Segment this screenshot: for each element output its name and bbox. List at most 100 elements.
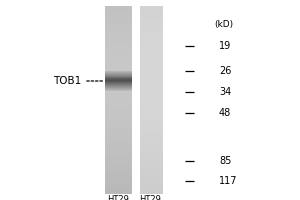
Bar bbox=[140, 80, 163, 81]
Bar bbox=[140, 104, 163, 105]
Bar bbox=[105, 67, 132, 68]
Bar bbox=[140, 163, 163, 164]
Bar bbox=[105, 130, 132, 131]
Bar bbox=[105, 82, 132, 83]
Bar bbox=[105, 121, 132, 122]
Bar bbox=[140, 187, 163, 188]
Bar bbox=[140, 159, 163, 160]
Bar bbox=[105, 11, 132, 12]
Bar bbox=[105, 140, 132, 141]
Bar bbox=[140, 56, 163, 57]
Bar bbox=[105, 10, 132, 11]
Bar bbox=[140, 156, 163, 157]
Bar bbox=[140, 53, 163, 54]
Bar bbox=[105, 27, 132, 28]
Bar bbox=[140, 138, 163, 139]
Bar bbox=[140, 113, 163, 114]
Bar bbox=[105, 30, 132, 31]
Bar bbox=[105, 133, 132, 134]
Bar bbox=[140, 130, 163, 131]
Bar bbox=[140, 71, 163, 72]
Bar bbox=[140, 188, 163, 189]
Bar bbox=[105, 34, 132, 35]
Bar bbox=[140, 139, 163, 140]
Bar bbox=[105, 114, 132, 115]
Bar bbox=[105, 161, 132, 162]
Bar bbox=[140, 42, 163, 43]
Bar bbox=[105, 31, 132, 32]
Bar bbox=[140, 119, 163, 120]
Bar bbox=[105, 12, 132, 13]
Bar bbox=[105, 78, 132, 79]
Bar bbox=[140, 133, 163, 134]
Bar bbox=[140, 93, 163, 94]
Bar bbox=[105, 150, 132, 151]
Bar bbox=[140, 108, 163, 109]
Bar bbox=[105, 159, 132, 160]
Bar bbox=[105, 132, 132, 133]
Bar bbox=[105, 79, 132, 80]
Bar bbox=[105, 8, 132, 9]
Bar bbox=[140, 8, 163, 9]
Bar bbox=[105, 107, 132, 108]
Bar bbox=[105, 190, 132, 191]
Text: 117: 117 bbox=[219, 176, 238, 186]
Bar bbox=[105, 136, 132, 137]
Bar bbox=[140, 94, 163, 95]
Bar bbox=[140, 77, 163, 78]
Bar bbox=[140, 184, 163, 185]
Bar bbox=[140, 75, 163, 76]
Bar bbox=[105, 25, 132, 26]
Bar bbox=[105, 18, 132, 19]
Bar bbox=[105, 85, 132, 86]
Bar bbox=[105, 105, 132, 106]
Bar bbox=[140, 39, 163, 40]
Bar bbox=[105, 53, 132, 54]
Bar bbox=[140, 190, 163, 191]
Bar bbox=[105, 118, 132, 119]
Bar bbox=[140, 25, 163, 26]
Bar bbox=[105, 88, 132, 89]
Bar bbox=[105, 134, 132, 135]
Bar bbox=[140, 55, 163, 56]
Bar bbox=[105, 9, 132, 10]
Bar bbox=[105, 183, 132, 184]
Bar bbox=[105, 55, 132, 56]
Bar bbox=[105, 52, 132, 53]
Bar bbox=[105, 96, 132, 97]
Bar bbox=[105, 40, 132, 41]
Bar bbox=[105, 17, 132, 18]
Bar bbox=[105, 77, 132, 78]
Bar bbox=[140, 140, 163, 141]
Bar bbox=[105, 162, 132, 163]
Bar bbox=[140, 107, 163, 108]
Bar bbox=[105, 115, 132, 116]
Bar bbox=[105, 171, 132, 172]
Bar bbox=[140, 85, 163, 86]
Bar bbox=[105, 80, 132, 81]
Bar bbox=[105, 39, 132, 40]
Bar bbox=[105, 187, 132, 188]
Bar bbox=[105, 57, 132, 58]
Bar bbox=[105, 135, 132, 136]
Bar bbox=[140, 167, 163, 168]
Bar bbox=[140, 88, 163, 89]
Bar bbox=[140, 38, 163, 39]
Bar bbox=[105, 106, 132, 107]
Bar bbox=[105, 164, 132, 165]
Bar bbox=[140, 178, 163, 179]
Bar bbox=[140, 101, 163, 102]
Bar bbox=[140, 110, 163, 111]
Bar bbox=[105, 168, 132, 169]
Bar bbox=[105, 169, 132, 170]
Bar bbox=[105, 127, 132, 128]
Bar bbox=[140, 87, 163, 88]
Bar bbox=[105, 84, 132, 85]
Bar bbox=[140, 9, 163, 10]
Bar bbox=[140, 186, 163, 187]
Text: 85: 85 bbox=[219, 156, 231, 166]
Text: 19: 19 bbox=[219, 41, 231, 51]
Bar bbox=[140, 74, 163, 75]
Bar bbox=[105, 59, 132, 60]
Bar bbox=[140, 137, 163, 138]
